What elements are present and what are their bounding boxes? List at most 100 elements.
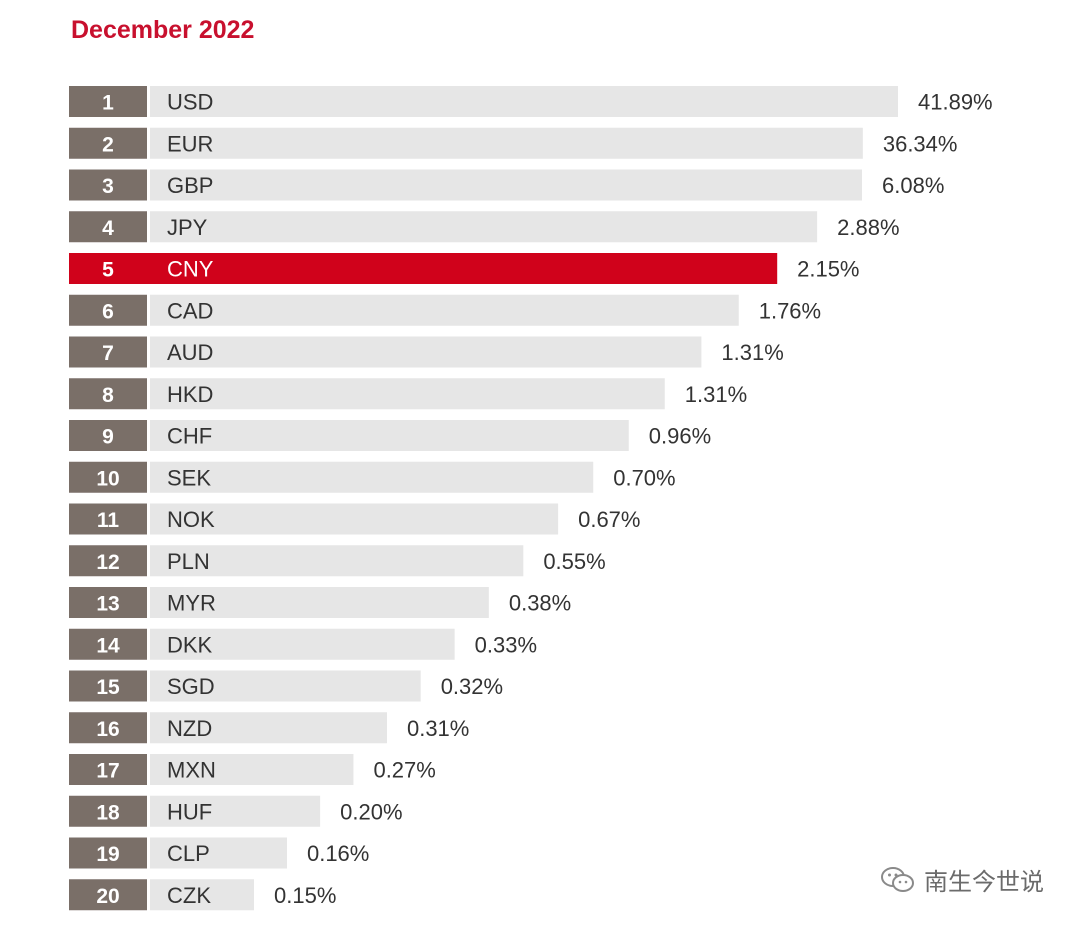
bar-row: 18 HUF 0.20%: [69, 795, 403, 827]
currency-label: USD: [167, 90, 213, 115]
bar: [150, 795, 321, 827]
rank-label: 3: [102, 175, 114, 198]
currency-label: NZD: [167, 716, 212, 741]
value-label: 0.15%: [274, 883, 336, 908]
bar: [150, 837, 287, 869]
rank-box: [69, 545, 147, 577]
currency-label: CZK: [167, 883, 211, 908]
rank-label: 5: [102, 259, 114, 282]
value-label: 0.31%: [407, 716, 469, 741]
value-label: 36.34%: [883, 131, 958, 156]
value-label: 0.16%: [307, 841, 369, 866]
value-label: 0.70%: [613, 465, 675, 490]
currency-label: SEK: [167, 465, 211, 490]
bar-row: 10 SEK 0.70%: [69, 461, 676, 493]
bar: [150, 587, 489, 618]
bar: [150, 378, 665, 410]
rank-label: 10: [96, 467, 119, 490]
rank-box: [69, 503, 147, 535]
bar-row: 5 CNY 2.15%: [69, 253, 860, 284]
currency-label: HKD: [167, 382, 213, 407]
rank-label: 14: [96, 634, 120, 657]
rank-box: [69, 336, 147, 368]
bar: [150, 169, 862, 201]
rank-box: [69, 587, 147, 618]
bar-row: 8 HKD 1.31%: [69, 378, 747, 410]
rank-label: 7: [102, 342, 114, 365]
bar-row: 17 MXN 0.27%: [69, 754, 436, 785]
rank-label: 8: [102, 384, 114, 407]
highlight-bar: [69, 253, 778, 284]
bar: [150, 754, 354, 785]
bar: [150, 879, 254, 911]
currency-label: SGD: [167, 674, 215, 699]
bar-row: 6 CAD 1.76%: [69, 294, 821, 326]
rank-label: 19: [96, 843, 119, 866]
currency-label: CNY: [167, 257, 214, 282]
chart-title: December 2022: [71, 16, 255, 44]
rank-box: [69, 712, 147, 744]
rank-box: [69, 169, 147, 201]
value-label: 0.67%: [578, 507, 640, 532]
currency-label: CAD: [167, 298, 213, 323]
bar: [150, 127, 863, 159]
rank-label: 1: [102, 92, 114, 115]
rank-box: [69, 837, 147, 869]
value-label: 2.15%: [797, 257, 859, 282]
value-label: 0.33%: [475, 632, 537, 657]
bar-row: 3 GBP 6.08%: [69, 169, 944, 201]
rank-label: 4: [102, 217, 114, 240]
currency-label: AUD: [167, 340, 213, 365]
bar-row: 20 CZK 0.15%: [69, 879, 336, 911]
bar: [150, 503, 559, 535]
rank-label: 2: [102, 133, 114, 156]
rank-box: [69, 879, 147, 911]
value-label: 6.08%: [882, 173, 944, 198]
watermark-text: 南生今世说: [924, 868, 1044, 896]
rank-box: [69, 461, 147, 493]
bar: [150, 294, 739, 326]
rank-label: 16: [96, 718, 119, 741]
bar: [150, 420, 629, 451]
value-label: 0.20%: [340, 799, 402, 824]
bar-row: 12 PLN 0.55%: [69, 545, 606, 577]
rank-label: 9: [102, 426, 114, 449]
bar: [150, 86, 898, 117]
rank-label: 15: [96, 676, 120, 699]
bar: [150, 461, 594, 493]
currency-label: GBP: [167, 173, 213, 198]
bar: [150, 712, 387, 744]
bar: [150, 628, 455, 660]
value-label: 1.76%: [759, 298, 821, 323]
currency-label: DKK: [167, 632, 213, 657]
rank-label: 17: [96, 760, 119, 783]
rank-label: 13: [96, 593, 119, 616]
rank-label: 12: [96, 551, 119, 574]
rank-box: [69, 795, 147, 827]
bar-row: 1 USD 41.89%: [69, 86, 993, 117]
rank-label: 11: [97, 509, 120, 532]
currency-label: EUR: [167, 131, 213, 156]
rank-box: [69, 754, 147, 785]
bar-row: 7 AUD 1.31%: [69, 336, 784, 368]
value-label: 0.27%: [373, 758, 435, 783]
bar-row: 9 CHF 0.96%: [69, 420, 711, 451]
currency-label: NOK: [167, 507, 215, 532]
value-label: 0.32%: [441, 674, 503, 699]
value-label: 0.96%: [649, 424, 711, 449]
value-label: 1.31%: [721, 340, 783, 365]
rank-box: [69, 628, 147, 660]
wechat-icon: [880, 865, 916, 895]
rank-box: [69, 86, 147, 117]
bar-row: 16 NZD 0.31%: [69, 712, 469, 744]
currency-label: CHF: [167, 424, 212, 449]
bar-row: 15 SGD 0.32%: [69, 670, 503, 702]
bar-row: 19 CLP 0.16%: [69, 837, 369, 869]
bar: [150, 545, 524, 577]
value-label: 2.88%: [837, 215, 899, 240]
rank-box: [69, 127, 147, 159]
bar: [150, 336, 702, 368]
currency-label: MXN: [167, 758, 216, 783]
value-label: 0.38%: [509, 591, 571, 616]
